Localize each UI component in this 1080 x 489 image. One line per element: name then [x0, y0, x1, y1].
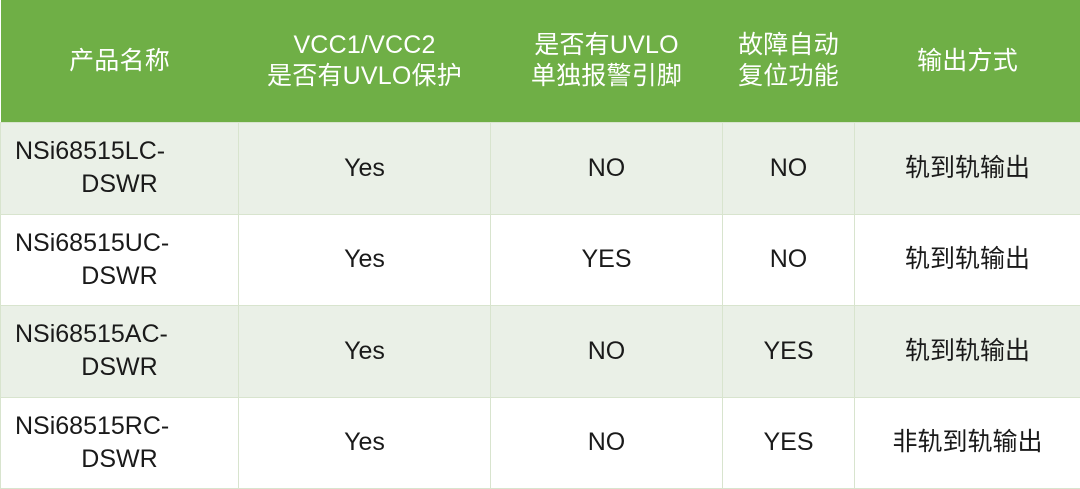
column-header-vcc-uvlo: VCC1/VCC2 是否有UVLO保护 — [239, 0, 491, 123]
cell-product-name: NSi68515AC- DSWR — [0, 305, 239, 397]
column-header-auto-reset-line1: 故障自动 — [738, 31, 839, 59]
product-name-line2: DSWR — [81, 261, 158, 290]
cell-output-type: 非轨到轨输出 — [854, 397, 1080, 489]
column-header-product-name: 产品名称 — [1, 0, 239, 123]
cell-vcc-uvlo: Yes — [238, 122, 491, 214]
table-body: NSi68515LC- DSWR Yes NO NO 轨到轨输出 NSi6851… — [0, 122, 1080, 489]
cell-product-name: NSi68515UC- DSWR — [0, 214, 239, 306]
column-header-output-type: 输出方式 — [855, 0, 1080, 123]
column-header-output-type-line1: 输出方式 — [917, 46, 1018, 75]
product-name-line1: NSi68515UC- — [15, 228, 170, 257]
table-row: NSi68515UC- DSWR Yes YES NO 轨到轨输出 — [0, 214, 1080, 306]
table-row: NSi68515AC- DSWR Yes NO YES 轨到轨输出 — [0, 305, 1080, 397]
cell-auto-reset: YES — [722, 397, 855, 489]
cell-output-type: 轨到轨输出 — [854, 214, 1080, 306]
cell-uvlo-pin: NO — [490, 397, 723, 489]
product-name-line1: NSi68515LC- — [15, 137, 166, 166]
cell-product-name: NSi68515RC- DSWR — [0, 397, 239, 489]
cell-output-type: 轨到轨输出 — [854, 305, 1080, 397]
product-name-line1: NSi68515RC- — [15, 411, 170, 440]
table-row: NSi68515RC- DSWR Yes NO YES 非轨到轨输出 — [0, 397, 1080, 489]
column-header-auto-reset-line2: 复位功能 — [738, 62, 839, 90]
table-header-row: 产品名称 VCC1/VCC2 是否有UVLO保护 是否有UVLO 单独报警引脚 … — [0, 0, 1080, 123]
product-name-line1: NSi68515AC- — [15, 320, 168, 349]
column-header-uvlo-pin-line1: 是否有UVLO — [534, 31, 679, 59]
product-name-line2: DSWR — [81, 444, 158, 473]
product-name-line2: DSWR — [81, 170, 158, 199]
cell-product-name: NSi68515LC- DSWR — [0, 122, 239, 214]
product-name-line2: DSWR — [81, 353, 158, 382]
column-header-uvlo-pin-line2: 单独报警引脚 — [530, 62, 683, 90]
cell-vcc-uvlo: Yes — [238, 305, 491, 397]
column-header-product-name-line1: 产品名称 — [69, 46, 170, 75]
table-row: NSi68515LC- DSWR Yes NO NO 轨到轨输出 — [0, 122, 1080, 214]
cell-uvlo-pin: YES — [490, 214, 723, 306]
cell-vcc-uvlo: Yes — [238, 214, 491, 306]
column-header-uvlo-pin: 是否有UVLO 单独报警引脚 — [491, 0, 723, 123]
cell-auto-reset: YES — [722, 305, 855, 397]
table-header: 产品名称 VCC1/VCC2 是否有UVLO保护 是否有UVLO 单独报警引脚 … — [0, 0, 1080, 123]
cell-output-type: 轨到轨输出 — [854, 122, 1080, 214]
column-header-vcc-uvlo-line2: 是否有UVLO保护 — [267, 62, 462, 90]
cell-auto-reset: NO — [722, 122, 855, 214]
cell-vcc-uvlo: Yes — [238, 397, 491, 489]
cell-uvlo-pin: NO — [490, 122, 723, 214]
column-header-vcc-uvlo-line1: VCC1/VCC2 — [293, 31, 436, 59]
column-header-auto-reset: 故障自动 复位功能 — [723, 0, 855, 123]
cell-auto-reset: NO — [722, 214, 855, 306]
cell-uvlo-pin: NO — [490, 305, 723, 397]
